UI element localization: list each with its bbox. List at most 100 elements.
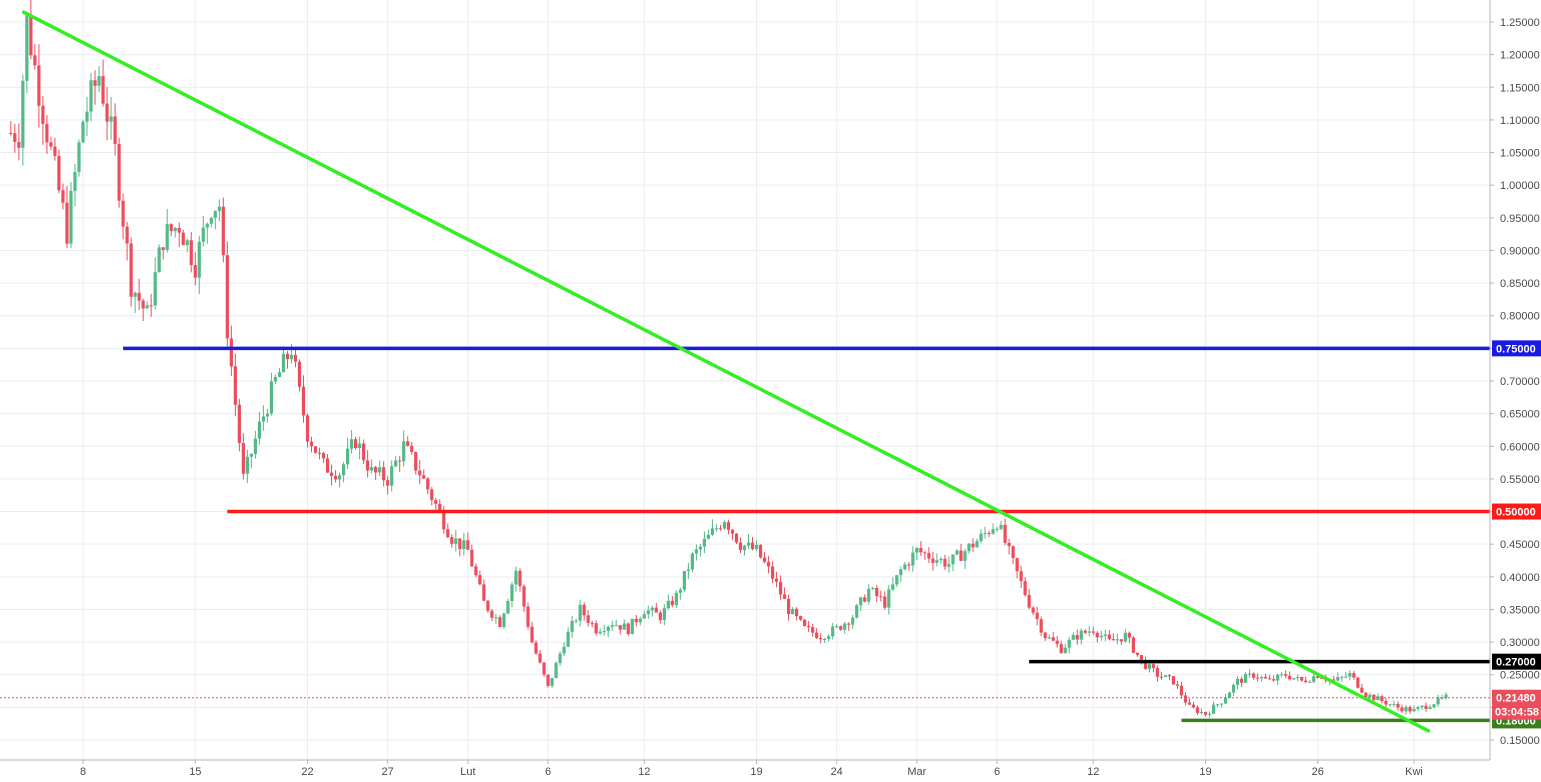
- y-tick-label: 1.20000: [1500, 50, 1540, 62]
- candle-body: [670, 600, 674, 606]
- candle-body: [1043, 632, 1047, 639]
- candle-body: [682, 570, 686, 590]
- x-tick-label: Lut: [460, 766, 475, 778]
- candle-body: [494, 617, 498, 619]
- x-tick-label: 6: [545, 766, 551, 778]
- candle-body: [1203, 711, 1208, 715]
- candle-body: [582, 604, 586, 616]
- candle-body: [374, 467, 378, 473]
- candle-body: [859, 597, 863, 606]
- candle-body: [1207, 713, 1212, 715]
- candle-body: [1276, 674, 1280, 681]
- candle-body: [317, 452, 322, 454]
- candle-body: [237, 404, 241, 444]
- candle-body: [1031, 607, 1035, 613]
- candle-body: [470, 549, 474, 567]
- candle-body: [746, 542, 751, 546]
- candle-body: [261, 416, 266, 422]
- y-tick-label: 0.85000: [1500, 278, 1540, 290]
- y-tick-label: 0.65000: [1500, 409, 1540, 421]
- candle-body: [887, 589, 891, 608]
- candle-body: [1095, 632, 1099, 638]
- candle-body: [903, 564, 907, 570]
- candles: [9, 0, 1448, 718]
- candle-body: [987, 532, 991, 534]
- candle-body: [827, 636, 831, 640]
- candle-body: [602, 631, 606, 633]
- current-price-badge: [1492, 689, 1541, 720]
- candle-body: [1059, 644, 1063, 654]
- x-tick-label: 6: [994, 766, 1000, 778]
- candle-body: [1219, 703, 1224, 705]
- candle-body: [61, 190, 65, 203]
- candle-body: [293, 354, 298, 362]
- candle-body: [1055, 640, 1059, 645]
- candle-body: [1231, 684, 1236, 693]
- candle-body: [815, 632, 819, 639]
- candle-body: [378, 467, 382, 473]
- candle-body: [1119, 639, 1123, 642]
- candle-body: [414, 451, 418, 471]
- candle-body: [1396, 703, 1400, 708]
- candle-body: [1051, 637, 1055, 641]
- candle-body: [586, 615, 590, 623]
- candle-body: [702, 538, 707, 547]
- candle-body: [1424, 705, 1428, 709]
- candle-body: [578, 604, 582, 621]
- candle-body: [478, 575, 482, 585]
- candle-body: [518, 570, 522, 587]
- candle-body: [795, 608, 799, 617]
- candle-body: [1223, 697, 1228, 704]
- candle-body: [277, 372, 282, 377]
- candle-body: [1159, 676, 1164, 678]
- candle-body: [1191, 704, 1196, 708]
- candle-body: [823, 639, 827, 641]
- candle-body: [386, 480, 390, 486]
- candle-body: [722, 522, 727, 529]
- candle-body: [1139, 655, 1143, 660]
- candle-body: [1316, 676, 1320, 678]
- candle-body: [1340, 676, 1344, 678]
- candle-body: [1107, 634, 1111, 640]
- candle-body: [618, 625, 622, 630]
- candle-body: [97, 76, 101, 86]
- candle-body: [1083, 630, 1087, 633]
- candle-body: [241, 443, 245, 474]
- candle-body: [57, 155, 61, 191]
- candle-body: [1215, 704, 1220, 706]
- candle-body: [835, 626, 839, 628]
- y-tick-label: 0.70000: [1500, 376, 1540, 388]
- candle-body: [350, 439, 354, 449]
- candle-body: [991, 529, 995, 534]
- candle-body: [454, 538, 458, 544]
- candle-body: [125, 226, 129, 244]
- candle-body: [526, 606, 530, 627]
- current-price-label: 0.21480: [1496, 693, 1536, 705]
- time-axis[interactable]: 8 15 22 27 Lut 6 12 19 24 Mar 6 12 19 26 Kwi: [0, 759, 1490, 778]
- candle-body: [1147, 664, 1152, 669]
- candle-body: [538, 653, 542, 663]
- candle-body: [1404, 707, 1408, 712]
- candle-body: [21, 80, 25, 148]
- candle-body: [875, 587, 879, 597]
- candle-body: [807, 625, 811, 628]
- candle-body: [390, 466, 394, 486]
- candle-body: [1356, 677, 1360, 688]
- y-tick-label: 0.95000: [1500, 213, 1540, 225]
- trendline[interactable]: [21, 10, 1431, 733]
- candle-body: [1436, 697, 1440, 705]
- candle-body: [610, 625, 614, 627]
- candle-body: [634, 618, 638, 623]
- candle-body: [895, 575, 899, 585]
- candle-body: [1227, 692, 1232, 698]
- price-axis[interactable]: 1.25000 1.20000 1.15000 1.10000 1.05000 1.000…: [1489, 0, 1540, 760]
- candle-body: [1091, 631, 1095, 633]
- candle-body: [626, 623, 630, 635]
- candle-body: [189, 240, 193, 266]
- candle-body: [1240, 678, 1244, 683]
- candle-body: [442, 510, 446, 530]
- candle-body: [149, 305, 153, 307]
- candle-body: [1047, 637, 1051, 639]
- candle-body: [770, 566, 775, 579]
